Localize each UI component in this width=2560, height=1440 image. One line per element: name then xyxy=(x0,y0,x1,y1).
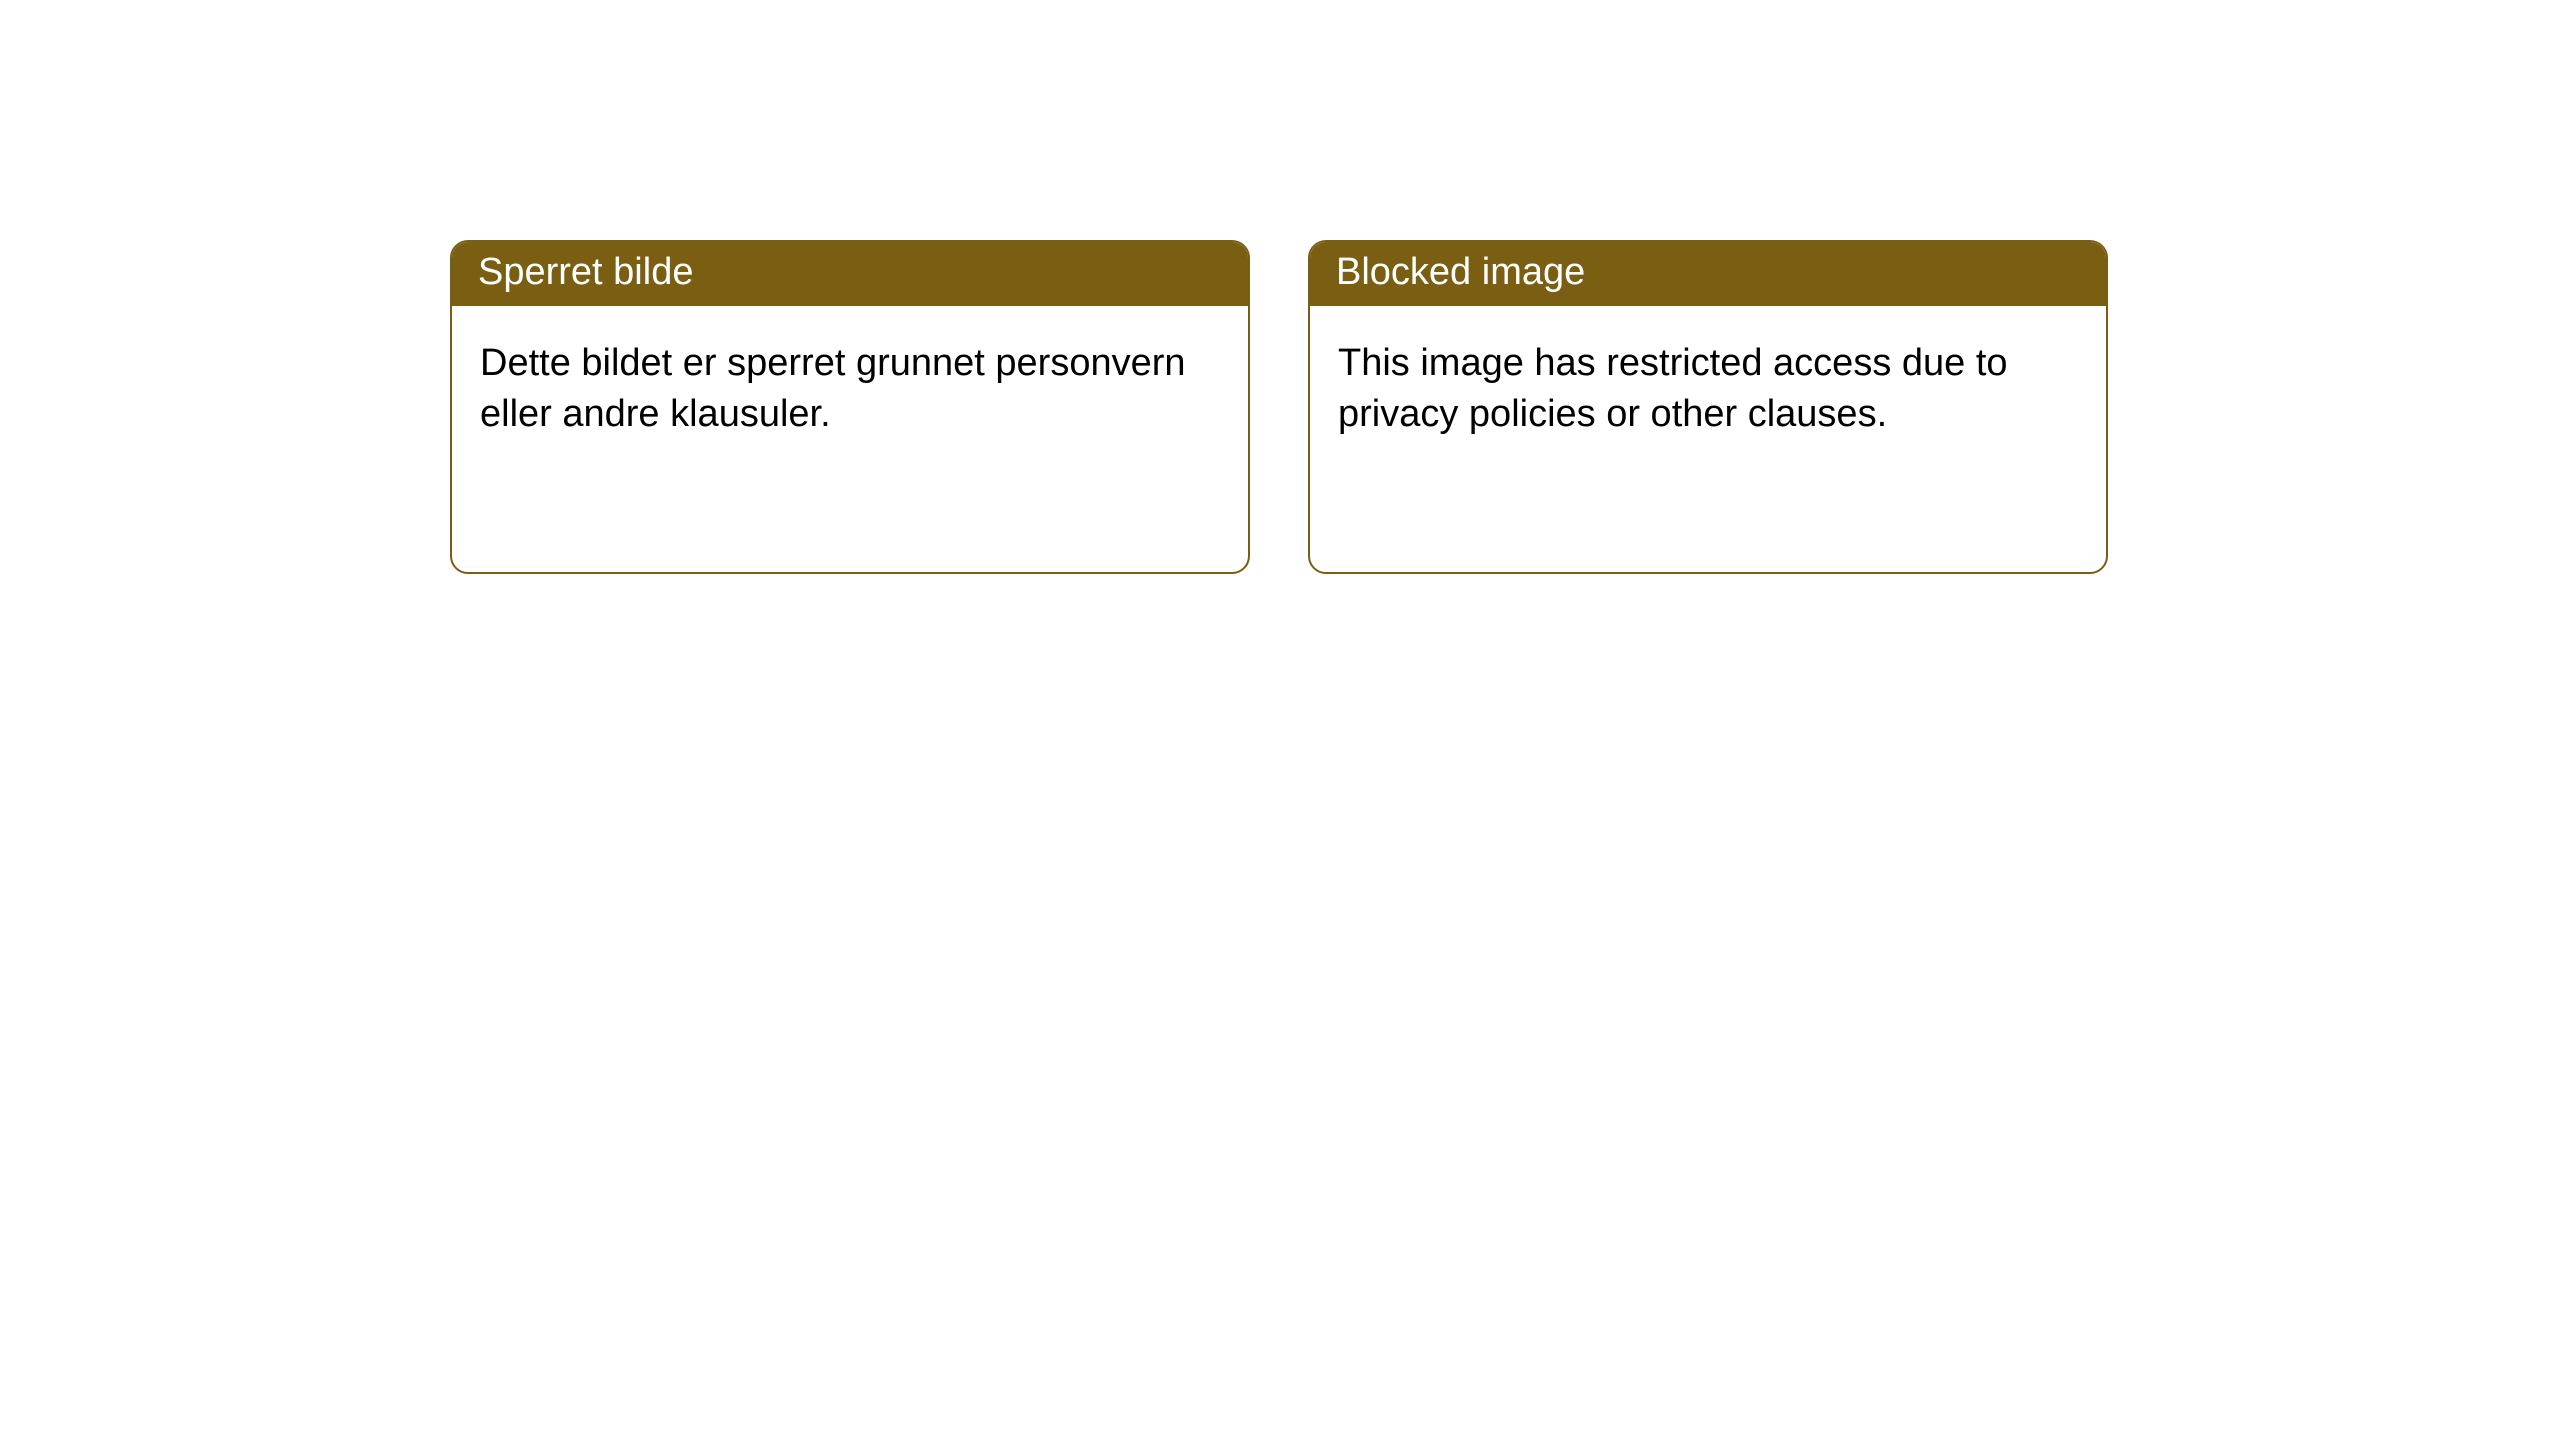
card-body: This image has restricted access due to … xyxy=(1310,306,2106,473)
blocked-image-card-no: Sperret bilde Dette bildet er sperret gr… xyxy=(450,240,1250,574)
card-header: Sperret bilde xyxy=(452,242,1248,306)
card-body-text: This image has restricted access due to … xyxy=(1338,342,2008,435)
blocked-image-card-en: Blocked image This image has restricted … xyxy=(1308,240,2108,574)
card-body-text: Dette bildet er sperret grunnet personve… xyxy=(480,342,1186,435)
card-title: Sperret bilde xyxy=(478,251,693,293)
card-header: Blocked image xyxy=(1310,242,2106,306)
card-body: Dette bildet er sperret grunnet personve… xyxy=(452,306,1248,473)
card-title: Blocked image xyxy=(1336,251,1585,293)
card-container: Sperret bilde Dette bildet er sperret gr… xyxy=(0,0,2560,574)
